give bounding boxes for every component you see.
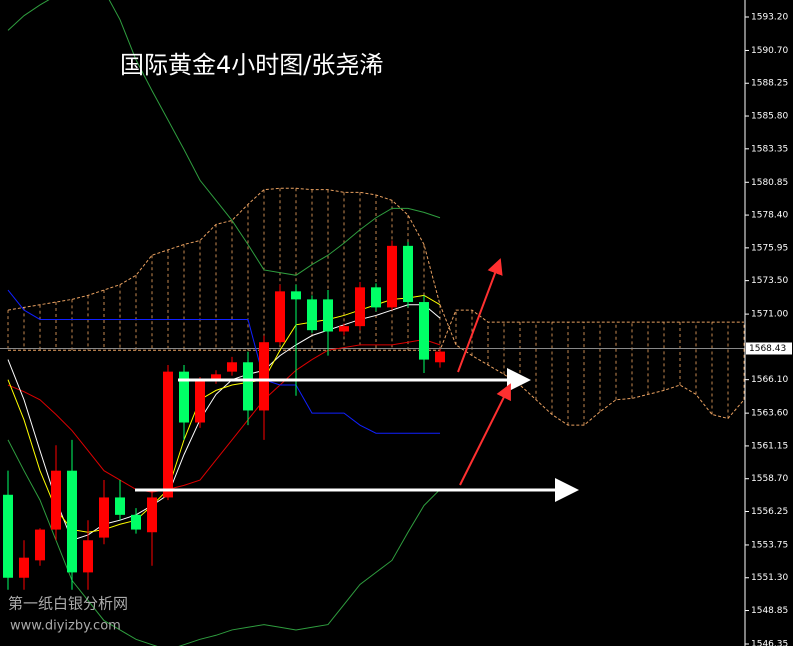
y-tick-label: 1583.35 — [751, 144, 788, 154]
watermark: 第一纸白银分析网 — [8, 595, 128, 613]
indicator-line — [7, 439, 441, 646]
candle-body — [163, 371, 173, 498]
y-tick-label: 1573.50 — [751, 276, 788, 286]
indicator-line — [7, 294, 441, 533]
candle-body — [275, 291, 285, 343]
candle-body — [323, 299, 333, 332]
cloud-span-a — [7, 187, 745, 426]
y-tick-label: 1556.25 — [751, 507, 788, 517]
candle-body — [67, 470, 77, 573]
candle-body — [371, 287, 381, 308]
y-tick-label: 1575.95 — [751, 243, 788, 253]
candle-body — [419, 302, 429, 360]
candle-body — [339, 326, 349, 332]
candle-body — [19, 557, 29, 578]
chart-title: 国际黄金4小时图/张尧浠 — [120, 51, 383, 79]
y-tick-label: 1546.35 — [751, 639, 788, 646]
y-tick-label: 1585.80 — [751, 112, 788, 122]
plot-area — [0, 0, 745, 646]
indicator-line — [7, 289, 440, 434]
y-tick-label: 1558.70 — [751, 474, 788, 484]
candle-body — [35, 529, 45, 561]
annotations — [135, 258, 579, 502]
candle-body — [307, 299, 317, 331]
current-price-box — [746, 342, 792, 355]
arrow — [457, 258, 503, 373]
indicator-line — [7, 304, 441, 541]
y-tick-label: 1566.10 — [751, 375, 788, 385]
candle-body — [243, 362, 253, 411]
candle-body — [259, 342, 269, 411]
y-tick-label: 1580.85 — [751, 178, 788, 188]
candle-body — [211, 374, 221, 380]
candle-body — [435, 351, 445, 363]
candle-body — [131, 514, 141, 530]
candle-body — [195, 379, 205, 423]
candle-body — [115, 497, 125, 515]
candle-body — [99, 497, 109, 538]
candle-body — [403, 245, 413, 303]
candle-body — [387, 245, 397, 308]
y-tick-label: 1590.70 — [751, 46, 788, 56]
candle-body — [3, 494, 13, 578]
cloud-span-b — [8, 309, 744, 351]
y-tick-label: 1563.60 — [751, 409, 788, 419]
y-tick-label: 1593.20 — [751, 12, 788, 22]
watermark: www.diyizby.com — [10, 619, 121, 634]
candle-body — [51, 470, 61, 530]
y-tick-label: 1548.85 — [751, 606, 788, 616]
y-tick-label: 1571.00 — [751, 310, 788, 320]
arrow — [459, 383, 511, 486]
current-price-label: 1568.43 — [749, 344, 786, 354]
candle-body — [227, 362, 237, 372]
candle-body — [83, 540, 93, 573]
y-tick-label: 1588.25 — [751, 79, 788, 89]
candle-body — [179, 371, 189, 423]
candle-body — [147, 497, 157, 533]
indicator-line — [7, 339, 441, 493]
y-tick-label: 1561.15 — [751, 441, 788, 451]
y-axis-ticks: 1593.20 1590.70 1588.25 1585.80 1583.35 1580.… — [745, 12, 792, 646]
candle-body — [355, 287, 365, 327]
candle-body — [291, 291, 301, 300]
y-tick-label: 1551.30 — [751, 573, 788, 583]
y-tick-label: 1578.40 — [751, 211, 788, 221]
indicator-line — [7, 0, 441, 276]
y-tick-label: 1553.75 — [751, 540, 788, 550]
